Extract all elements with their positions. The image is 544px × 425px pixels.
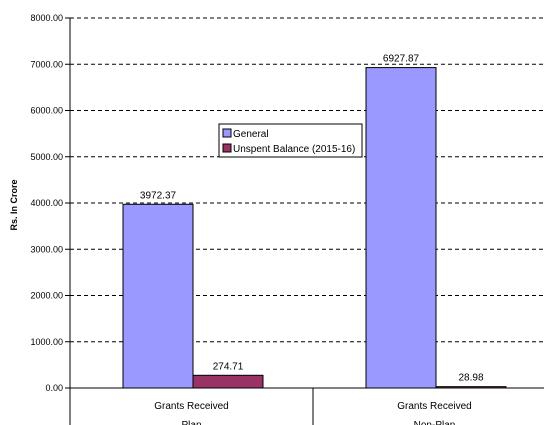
category-label: Grants Received [397, 401, 471, 412]
legend-label: General [233, 129, 269, 140]
legend-swatch [222, 143, 232, 153]
y-tick-label: 6000.00 [30, 106, 63, 116]
category-label: Plan [181, 420, 201, 425]
category-labels: Grants Received Plan Grants Received Non-Pl… [154, 401, 471, 425]
bar [122, 203, 194, 389]
y-axis-ticks: 0.00 1000.00 2000.00 3000.00 4000.00 5000.00 6… [30, 13, 70, 393]
legend-swatch [222, 128, 232, 138]
legend: General Unspent Balance (2015-16) [218, 123, 363, 158]
y-tick-label: 4000.00 [30, 198, 63, 208]
y-tick-label: 2000.00 [30, 291, 63, 301]
data-label: 28.98 [458, 373, 483, 384]
data-label: 274.71 [213, 361, 244, 372]
data-label: 3972.37 [140, 190, 177, 201]
y-tick-label: 7000.00 [30, 59, 63, 69]
axes [69, 18, 544, 425]
data-labels: 3972.37 274.71 6927.87 28.98 [140, 54, 484, 384]
category-label: Grants Received [154, 401, 228, 412]
y-axis-label: Rs. In Crore [9, 179, 19, 230]
y-tick-label: 8000.00 [30, 13, 63, 23]
y-tick-label: 5000.00 [30, 152, 63, 162]
category-label: Non-Plan [414, 420, 456, 425]
bars [122, 67, 507, 389]
bar [192, 374, 264, 389]
y-tick-label: 0.00 [45, 383, 63, 393]
y-tick-label: 3000.00 [30, 244, 63, 254]
y-tick-label: 1000.00 [30, 337, 63, 347]
bar [365, 67, 437, 389]
legend-label: Unspent Balance (2015-16) [233, 144, 355, 155]
legend-box [218, 123, 363, 158]
data-label: 6927.87 [383, 54, 420, 65]
